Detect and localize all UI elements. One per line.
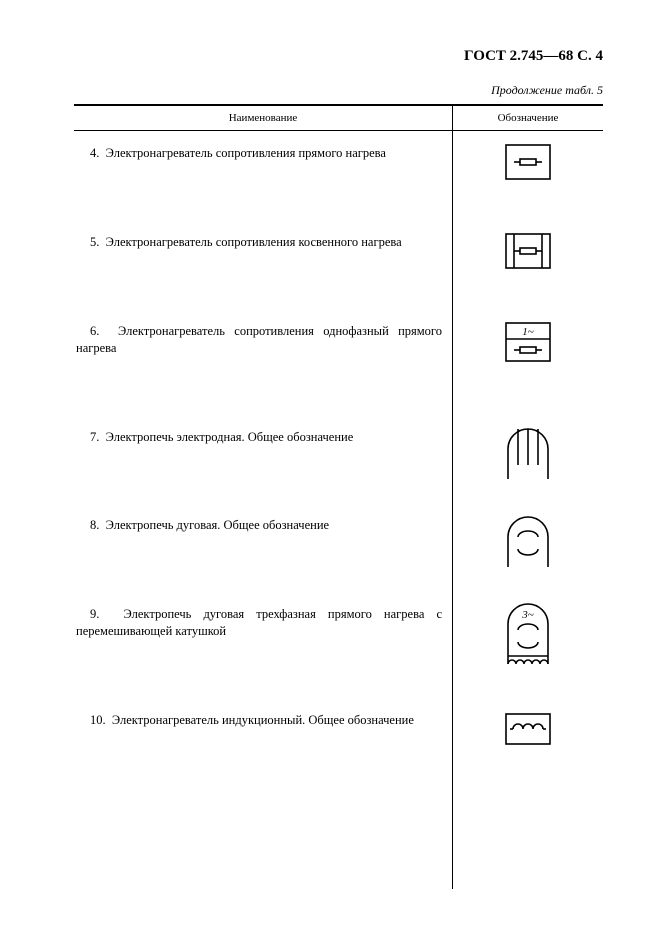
svg-text:3~: 3~ — [521, 609, 534, 621]
row-symbol — [453, 415, 604, 504]
row-symbol: 1~ — [453, 309, 604, 415]
arc-3phase-coil-icon: 3~ — [453, 602, 603, 674]
single-phase-direct-icon: 1~ — [453, 319, 603, 365]
row-symbol — [453, 503, 604, 592]
table-row: 9. Электропечь дуговая трехфазная прямог… — [74, 592, 603, 698]
arc-furnace-icon — [453, 513, 603, 569]
indirect-resistance-icon — [453, 230, 603, 272]
table-row: 10. Электронагреватель индукционный. Общ… — [74, 698, 603, 889]
col-header-name: Наименование — [74, 105, 453, 131]
row-symbol — [453, 220, 604, 309]
svg-text:1~: 1~ — [522, 326, 534, 338]
row-name: 4. Электронагреватель сопротивления прям… — [74, 131, 453, 220]
row-name: 9. Электропечь дуговая трехфазная прямог… — [74, 592, 453, 698]
table-row: 6. Электронагреватель сопротивления одно… — [74, 309, 603, 415]
row-name: 7. Электропечь электродная. Общее обозна… — [74, 415, 453, 504]
row-name: 8. Электропечь дуговая. Общее обозначени… — [74, 503, 453, 592]
direct-resistance-icon — [453, 141, 603, 183]
table-row: 8. Электропечь дуговая. Общее обозначени… — [74, 503, 603, 592]
table-row: 7. Электропечь электродная. Общее обозна… — [74, 415, 603, 504]
document-id: ГОСТ 2.745—68 С. 4 — [74, 48, 603, 65]
row-name: 5. Электронагреватель сопротивления косв… — [74, 220, 453, 309]
electrode-furnace-icon — [453, 425, 603, 481]
induction-heater-icon — [453, 708, 603, 750]
row-name: 6. Электронагреватель сопротивления одно… — [74, 309, 453, 415]
row-symbol — [453, 698, 604, 889]
symbols-table: Наименование Обозначение 4. Электронагре… — [74, 104, 603, 889]
row-symbol — [453, 131, 604, 220]
row-name: 10. Электронагреватель индукционный. Общ… — [74, 698, 453, 889]
table-continuation: Продолжение табл. 5 — [74, 83, 603, 98]
table-row: 4. Электронагреватель сопротивления прям… — [74, 131, 603, 220]
table-row: 5. Электронагреватель сопротивления косв… — [74, 220, 603, 309]
col-header-symbol: Обозначение — [453, 105, 604, 131]
row-symbol: 3~ — [453, 592, 604, 698]
